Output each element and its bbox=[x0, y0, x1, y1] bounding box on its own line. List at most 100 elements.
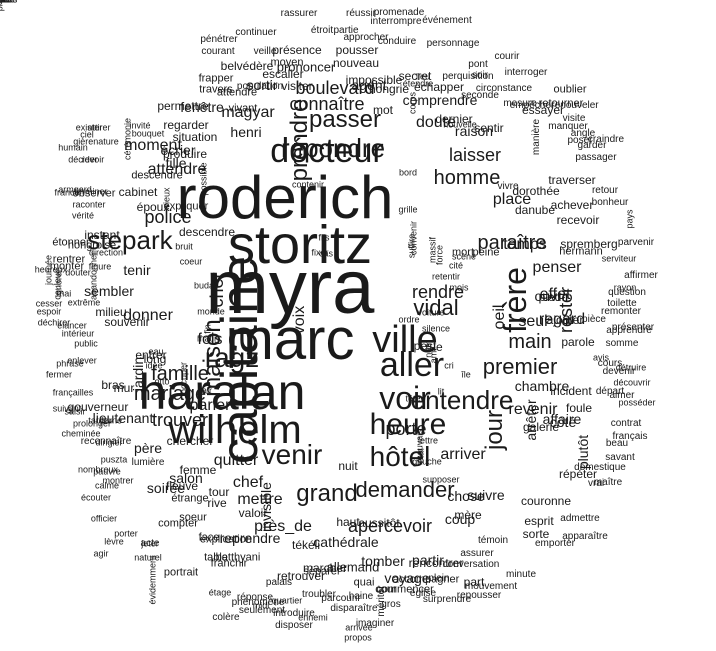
word-372: mois bbox=[449, 282, 469, 293]
word-203: personnage bbox=[426, 38, 480, 49]
word-313: élancer bbox=[57, 320, 87, 331]
word-155: oublier bbox=[553, 83, 587, 96]
word-15: ragz bbox=[204, 342, 260, 373]
word-72: cathédrale bbox=[313, 534, 379, 550]
word-331: décider bbox=[68, 154, 98, 165]
word-242: découvrir bbox=[613, 377, 651, 388]
word-154: retourner bbox=[538, 97, 584, 110]
word-324: douter bbox=[65, 267, 91, 278]
word-18: stepark bbox=[87, 225, 173, 255]
word-168: portrait bbox=[163, 566, 199, 579]
word-286: naturel bbox=[134, 552, 162, 563]
word-127: époux bbox=[136, 200, 170, 214]
word-277: colère bbox=[212, 612, 240, 623]
word-214: visite bbox=[562, 113, 586, 124]
word-31: boulevard bbox=[295, 78, 375, 98]
word-189: vivant bbox=[228, 102, 258, 115]
word-123: regarder bbox=[163, 118, 209, 132]
word-86: écrier bbox=[160, 142, 196, 158]
word-323: abandonner bbox=[88, 251, 99, 301]
word-263: minute bbox=[505, 569, 537, 580]
word-245: contrat bbox=[610, 418, 642, 429]
word-22: jour bbox=[481, 409, 508, 451]
word-160: répéter bbox=[558, 467, 598, 481]
word-254: emporter bbox=[534, 538, 576, 549]
word-228: affirmer bbox=[624, 270, 658, 281]
word-140: tour bbox=[208, 485, 230, 499]
word-145: rue bbox=[425, 340, 443, 354]
word-246: français bbox=[612, 431, 648, 442]
word-235: apprendre bbox=[606, 325, 652, 336]
word-293: calme bbox=[94, 480, 120, 491]
word-196: réussir bbox=[345, 8, 377, 19]
word-198: approcher bbox=[343, 32, 389, 43]
word-229: rayon bbox=[613, 282, 637, 293]
word-107: mère bbox=[454, 508, 482, 522]
word-139: femme bbox=[179, 463, 217, 477]
word-341: cérémonie bbox=[122, 117, 133, 161]
word-172: face bbox=[198, 531, 220, 544]
word-278: ennemi bbox=[298, 612, 328, 623]
word-147: nuit bbox=[338, 459, 358, 473]
word-330: armgard bbox=[58, 184, 92, 195]
word-374: silence bbox=[421, 323, 451, 334]
word-169: table bbox=[204, 551, 228, 564]
word-133: long bbox=[143, 352, 167, 366]
word-77: près_de bbox=[254, 518, 312, 535]
word-329: terminer bbox=[74, 186, 108, 197]
word-289: porter bbox=[114, 528, 138, 539]
word-138: chercher bbox=[166, 434, 214, 448]
word-366: suffire bbox=[406, 233, 417, 259]
word-358: fixer bbox=[311, 247, 329, 258]
word-187: moyen bbox=[270, 56, 304, 69]
word-10: aller bbox=[379, 346, 445, 384]
word-44: police bbox=[144, 207, 192, 227]
word-64: voix bbox=[291, 305, 308, 335]
word-38: connaître bbox=[289, 94, 365, 114]
word-218: poser bbox=[567, 135, 593, 146]
word-281: réponse bbox=[236, 592, 274, 603]
word-148: quai bbox=[353, 576, 375, 589]
word-104: parole bbox=[561, 335, 595, 349]
word-128: descendre bbox=[178, 225, 236, 239]
word-142: valoir bbox=[238, 506, 268, 520]
word-261: repousser bbox=[456, 590, 502, 601]
word-119: présence bbox=[272, 43, 322, 57]
word-51: seul bbox=[518, 313, 548, 330]
word-54: parler bbox=[189, 397, 231, 414]
word-267: troubler bbox=[302, 589, 336, 600]
word-134: mur bbox=[113, 381, 135, 395]
word-97: secret bbox=[398, 69, 432, 83]
word-14: heure bbox=[369, 408, 447, 441]
word-30: paraître bbox=[477, 232, 547, 254]
word-294: pauvre bbox=[93, 466, 121, 477]
word-226: parvenir bbox=[617, 237, 655, 248]
word-178: monter bbox=[49, 260, 85, 273]
word-264: gros bbox=[381, 599, 401, 610]
word-6: haralan bbox=[138, 364, 306, 420]
word-70: ouvrir bbox=[534, 288, 570, 304]
word-98: sentir bbox=[474, 121, 504, 135]
word-337: gièrenature bbox=[73, 136, 119, 147]
word-380: lit bbox=[437, 386, 445, 397]
word-113: nouveau bbox=[332, 56, 380, 70]
word-66: sembler bbox=[84, 283, 134, 299]
word-99: danube bbox=[514, 203, 556, 217]
word-342: possible bbox=[198, 162, 209, 196]
word-295: puszta bbox=[100, 454, 128, 465]
word-231: toilette bbox=[607, 298, 637, 309]
word-68: fille bbox=[165, 155, 187, 171]
word-334: exister bbox=[75, 122, 103, 133]
word-204: courir bbox=[494, 51, 520, 62]
word-233: pièce bbox=[582, 314, 606, 325]
word-230: question bbox=[608, 287, 646, 298]
word-57: quitter bbox=[213, 452, 259, 469]
word-346: buda bbox=[193, 280, 215, 291]
word-157: recevoir bbox=[556, 213, 600, 227]
word-244: posséder bbox=[618, 397, 656, 408]
word-362: nouvelle bbox=[443, 119, 477, 130]
word-89: salon bbox=[169, 470, 203, 486]
word-141: rive bbox=[207, 496, 227, 510]
word-339: attirer bbox=[87, 122, 111, 133]
word-26: vidal bbox=[413, 295, 459, 320]
